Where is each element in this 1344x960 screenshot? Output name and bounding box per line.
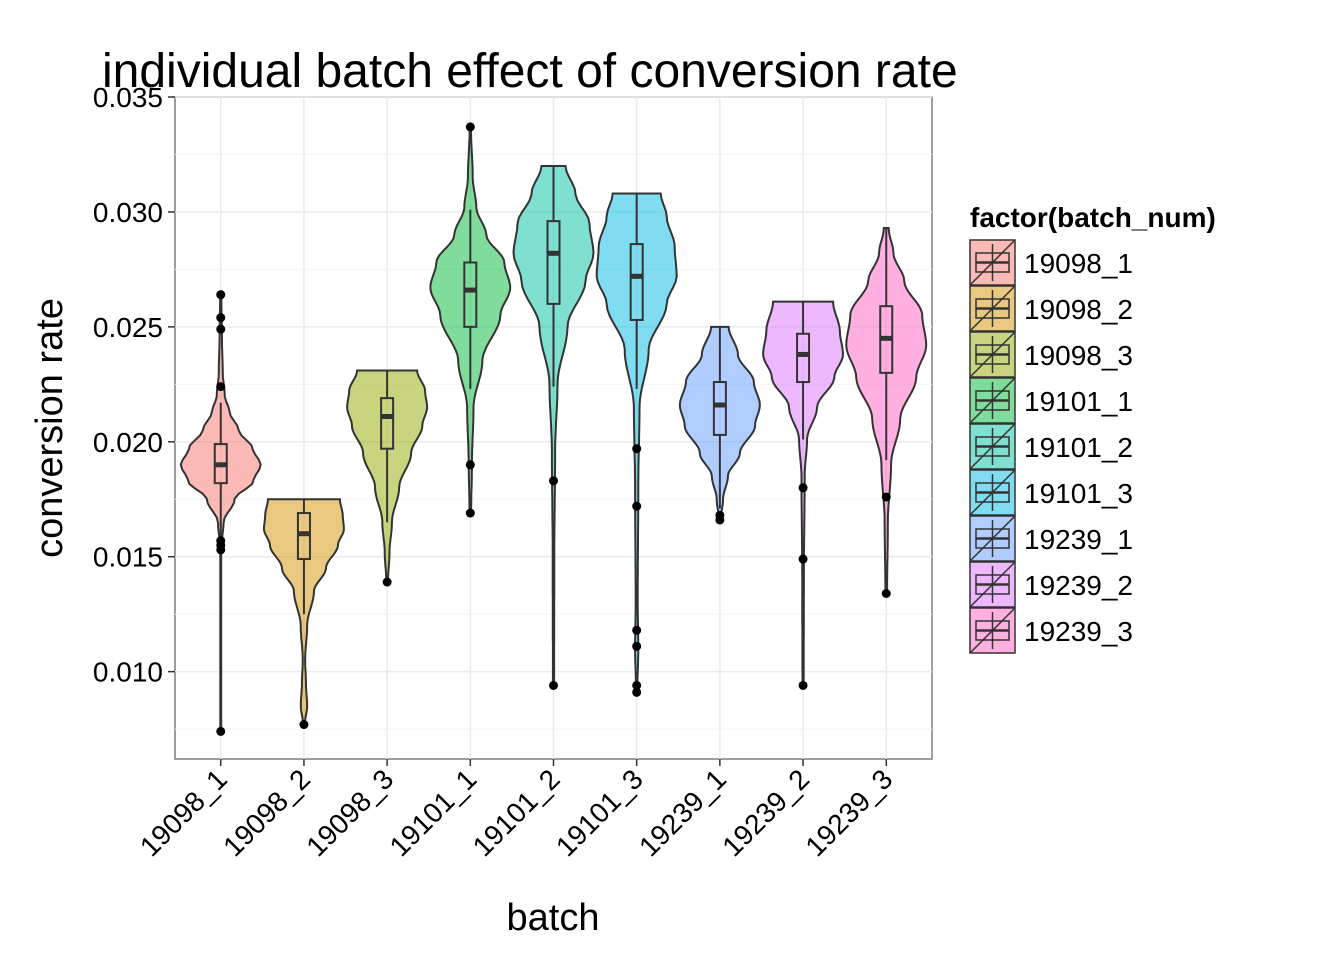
legend-label: 19101_3 [1024,478,1133,509]
y-tick-label: 0.020 [93,427,163,458]
x-tick-label: 19239_3 [799,763,898,862]
violin-19101_1 [429,122,512,518]
outlier-point [299,720,309,730]
outlier-point [216,290,226,300]
violin-19239_3 [845,227,928,598]
legend-label: 19239_3 [1024,616,1133,647]
outlier-point [798,483,808,493]
violin-body [512,165,595,687]
outlier-point [465,508,475,518]
violin-19101_3 [595,192,678,697]
outlier-point [632,680,642,690]
x-tick-label: 19098_3 [300,763,399,862]
box-iqr [629,243,644,321]
legend: factor(batch_num) 19098_1 19098_2 19098_3 1… [969,202,1216,654]
outlier-point [632,625,642,635]
outlier-point [216,313,226,323]
box-iqr [380,397,395,450]
box-iqr [796,332,811,384]
x-tick-label: 19101_1 [384,763,483,862]
outlier-point [216,726,226,736]
legend-label: 19239_2 [1024,570,1133,601]
x-tick-label: 19101_3 [550,763,649,862]
violin-19239_2 [762,300,845,690]
legend-label: 19098_2 [1024,294,1133,325]
outlier-point [216,536,226,546]
violin-19101_2 [512,165,595,690]
outlier-point [382,577,392,587]
x-axis: 19098_119098_219098_319101_119101_219101… [134,759,898,862]
violin-19098_1 [179,290,262,736]
outlier-point [798,680,808,690]
legend-item-19239_3: 19239_3 [969,607,1133,654]
x-tick-label: 19101_2 [467,763,566,862]
outlier-point [632,444,642,454]
legend-item-19098_3: 19098_3 [969,331,1133,378]
y-axis-label: conversion rate [29,298,71,558]
legend-item-19101_1: 19101_1 [969,377,1133,424]
outlier-point [465,460,475,470]
box-iqr [463,261,478,328]
outlier-point [549,476,558,486]
legend-label: 19101_2 [1024,432,1133,463]
legend-label: 19098_3 [1024,340,1133,371]
legend-label: 19101_1 [1024,386,1133,417]
x-tick-label: 19098_2 [217,763,316,862]
y-tick-label: 0.025 [93,312,163,343]
y-tick-label: 0.030 [93,197,163,228]
violin-body [678,325,761,521]
outlier-point [465,122,475,132]
legend-item-19101_3: 19101_3 [969,469,1133,516]
legend-item-19101_2: 19101_2 [969,423,1133,470]
legend-label: 19098_1 [1024,248,1133,279]
violin-19239_1 [678,325,761,525]
violin-body [595,192,678,694]
outlier-point [216,324,226,334]
y-tick-label: 0.010 [93,657,163,688]
x-tick-label: 19098_1 [134,763,233,862]
violin-19098_3 [346,369,429,587]
violin-19098_2 [262,498,345,730]
legend-item-19239_1: 19239_1 [969,515,1133,562]
x-tick-label: 19239_2 [716,763,815,862]
outlier-point [549,680,558,690]
legend-label: 19239_1 [1024,524,1133,555]
legend-title: factor(batch_num) [970,202,1216,233]
y-axis: 0.010 0.015 0.020 0.025 0.030 0.035 [93,82,175,688]
outlier-point [881,492,891,502]
outlier-point [715,510,725,520]
outlier-point [632,641,642,651]
outlier-point [798,554,808,564]
outlier-point [632,501,642,511]
chart-title: individual batch effect of conversion ra… [102,45,958,98]
legend-item-19098_1: 19098_1 [969,239,1133,286]
outlier-point [632,687,642,697]
y-tick-label: 0.015 [93,542,163,573]
legend-item-19098_2: 19098_2 [969,285,1133,332]
legend-item-19239_2: 19239_2 [969,561,1133,608]
box-iqr [712,381,727,436]
outlier-point [881,589,891,598]
x-tick-label: 19239_1 [633,763,732,862]
outlier-point [216,382,226,392]
box-iqr [546,220,561,305]
x-axis-label: batch [507,897,600,939]
y-tick-label: 0.035 [93,82,163,113]
violins [179,122,928,736]
